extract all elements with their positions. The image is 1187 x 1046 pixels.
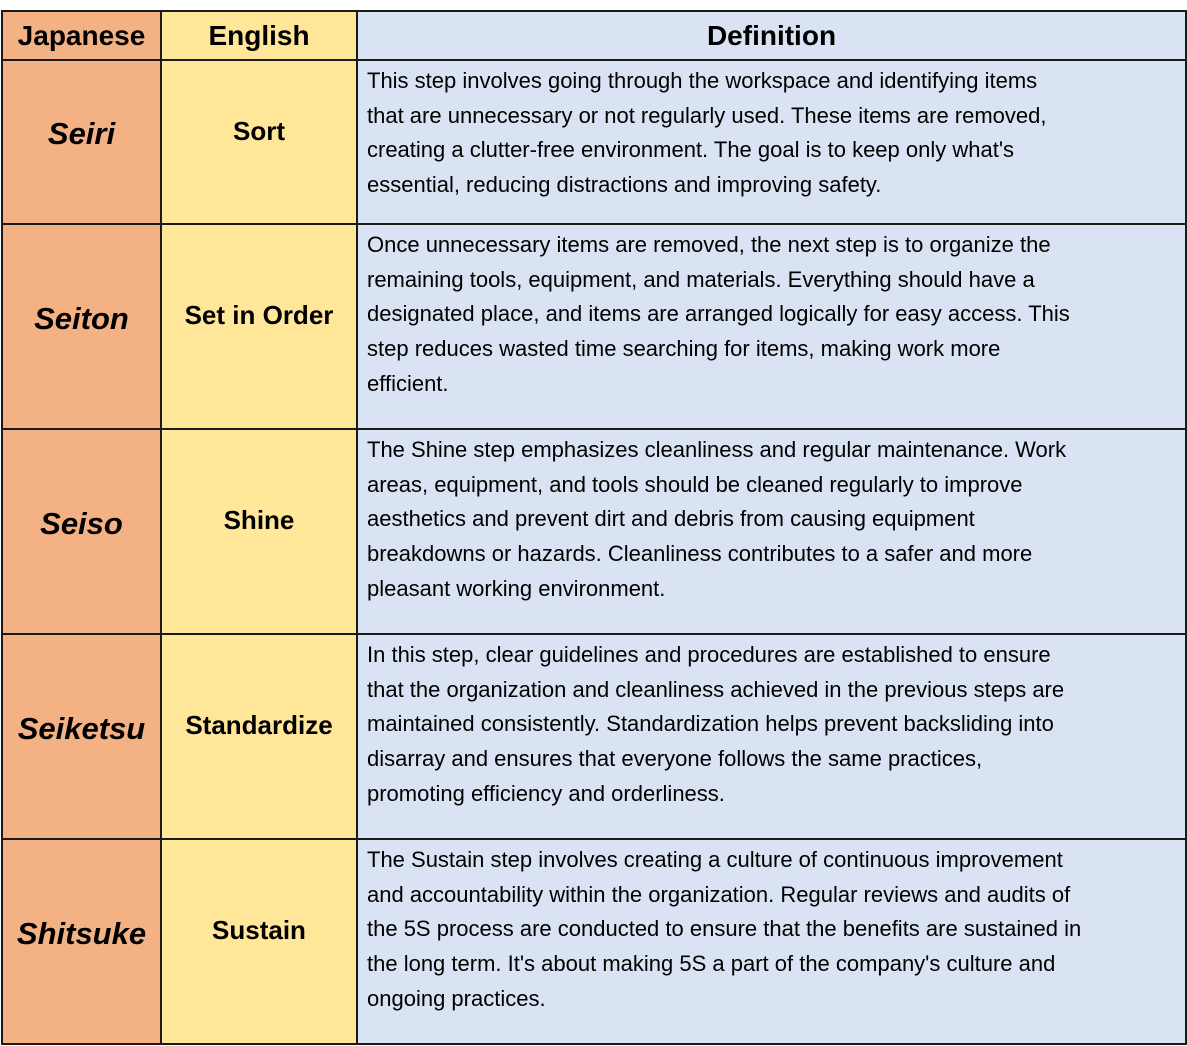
header-row: Japanese English Definition — [1, 10, 1187, 61]
definition-line: pleasant working environment. — [367, 575, 666, 601]
english-term: Set in Order — [160, 223, 358, 430]
definition-line: aesthetics and prevent dirt and debris f… — [367, 506, 975, 532]
table-row: Seiton Set in Order Once unnecessary items… — [1, 223, 1187, 430]
definition-line: areas, equipment, and tools should be cl… — [367, 471, 1023, 497]
english-term: Standardize — [160, 633, 358, 840]
definition-line: efficient. — [367, 370, 449, 396]
japanese-term: Seiso — [1, 428, 162, 635]
definition-cell: In this step, clear guidelines and proce… — [356, 633, 1187, 840]
japanese-term: Seiri — [1, 59, 162, 225]
definition-line: the long term. It's about making 5S a pa… — [367, 951, 1056, 977]
definition-line: The Sustain step involves creating a cul… — [367, 847, 1063, 872]
definition-line: designated place, and items are arranged… — [367, 301, 1070, 327]
definition-line: and accountability within the organizati… — [367, 881, 1071, 907]
table-row: Shitsuke Sustain The Sustain step involves… — [1, 838, 1187, 1045]
definition-line: step reduces wasted time searching for i… — [367, 336, 1001, 362]
definition-line: essential, reducing distractions and imp… — [367, 172, 882, 198]
definition-line: ongoing practices. — [367, 985, 546, 1011]
definition-line: that the organization and cleanliness ac… — [367, 676, 1065, 702]
definition-line: that are unnecessary or not regularly us… — [367, 102, 1047, 128]
table-row: Seiketsu Standardize In this step, clear g… — [1, 633, 1187, 840]
definition-cell: Once unnecessary items are removed, the … — [356, 223, 1187, 430]
definition-line: maintained consistently. Standardization… — [367, 711, 1054, 737]
definition-line: breakdowns or hazards. Cleanliness contr… — [367, 541, 1033, 567]
definition-line: The Shine step emphasizes cleanliness an… — [367, 437, 1067, 462]
definition-line: Once unnecessary items are removed, the … — [367, 232, 1051, 257]
header-japanese: Japanese — [1, 10, 162, 61]
table-row: Seiso Shine The Shine step emphasizes clea… — [1, 428, 1187, 635]
definition-line: remaining tools, equipment, and material… — [367, 266, 1035, 292]
header-english: English — [160, 10, 358, 61]
japanese-term: Seiton — [1, 223, 162, 430]
definition-cell: The Shine step emphasizes cleanliness an… — [356, 428, 1187, 635]
japanese-term: Seiketsu — [1, 633, 162, 840]
definition-cell: This step involves going through the wor… — [356, 59, 1187, 225]
definition-line: disarray and ensures that everyone follo… — [367, 746, 983, 772]
definition-line: the 5S process are conducted to ensure t… — [367, 916, 1082, 942]
definition-line: This step involves going through the wor… — [367, 68, 1038, 93]
english-term: Shine — [160, 428, 358, 635]
japanese-term: Shitsuke — [1, 838, 162, 1045]
definition-line: creating a clutter-free environment. The… — [367, 137, 1015, 163]
definition-cell: The Sustain step involves creating a cul… — [356, 838, 1187, 1045]
5s-table: Japanese English Definition Seiri Sort Thi… — [1, 10, 1187, 1045]
table-row: Seiri Sort This step involves going throug… — [1, 59, 1187, 225]
english-term: Sustain — [160, 838, 358, 1045]
definition-line: In this step, clear guidelines and proce… — [367, 642, 1051, 667]
english-term: Sort — [160, 59, 358, 225]
definition-line: promoting efficiency and orderliness. — [367, 780, 725, 806]
header-definition: Definition — [356, 10, 1187, 61]
